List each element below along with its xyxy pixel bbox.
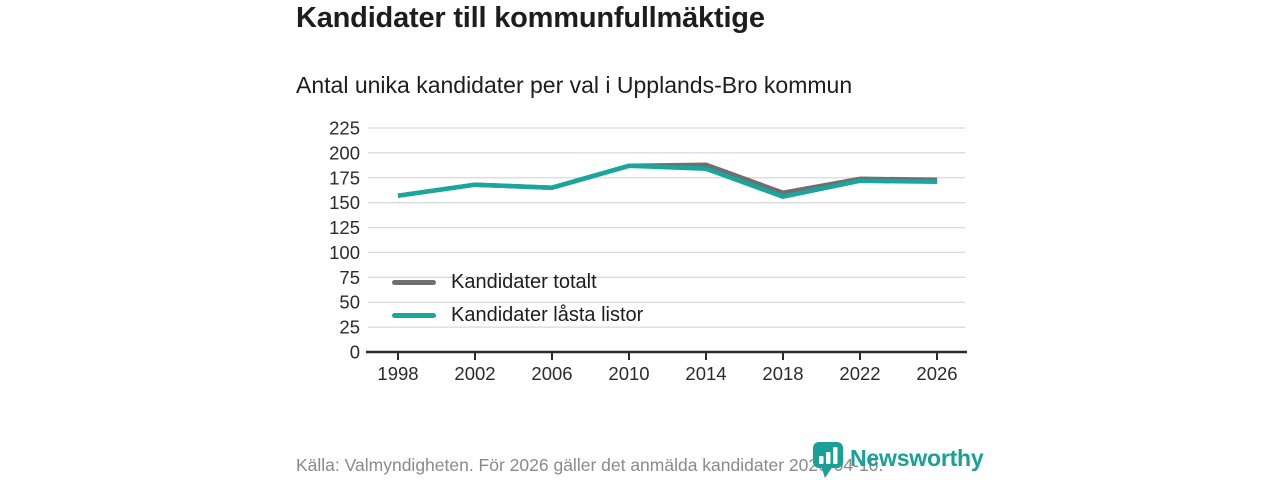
x-axis: [366, 350, 967, 360]
x-tick-label: 2002: [454, 363, 495, 384]
legend-swatch-locked-lists: [392, 312, 436, 318]
x-tick-label: 2006: [531, 363, 572, 384]
y-tick-label: 25: [339, 317, 360, 338]
y-tick-label: 150: [329, 192, 360, 213]
y-axis-tick-labels: 0 25 50 75 100 125 150 175 200 225: [329, 118, 360, 363]
legend-item-locked-lists: Kandidater låsta listor: [392, 303, 643, 327]
chart-gridlines: [368, 127, 965, 328]
legend-label-locked-lists: Kandidater låsta listor: [451, 303, 644, 326]
y-tick-label: 75: [339, 267, 360, 288]
chart-title: Kandidater till kommunfullmäktige: [296, 2, 765, 34]
newsworthy-logo-icon: [813, 442, 843, 478]
chart-canvas: 0 25 50 75 100 125 150 175 200 225 1998 2002 2006 20…: [329, 118, 967, 384]
y-tick-label: 0: [350, 342, 360, 363]
source-note: Källa: Valmyndigheten. För 2026 gäller d…: [296, 455, 884, 475]
x-tick-label: 2010: [608, 363, 649, 384]
brand-name: Newsworthy: [850, 445, 984, 471]
x-axis-tick-labels: 1998 2002 2006 2010 2014 2018 2022 2026: [377, 363, 957, 384]
chart-subtitle: Antal unika kandidater per val i Uppland…: [296, 72, 853, 98]
chart-legend: Kandidater totalt Kandidater låsta listo…: [392, 270, 643, 327]
newsworthy-brand: Newsworthy: [812, 441, 984, 479]
y-tick-label: 200: [329, 142, 360, 163]
legend-label-total: Kandidater totalt: [451, 270, 597, 293]
x-tick-label: 2022: [839, 363, 880, 384]
x-tick-label: 2026: [916, 363, 957, 384]
chart-series-lines: [397, 162, 938, 199]
series-line-kandidater-l-sta-listor: [397, 163, 938, 199]
y-tick-label: 50: [339, 292, 360, 313]
y-tick-label: 225: [329, 118, 360, 139]
x-tick-label: 2018: [762, 363, 803, 384]
legend-swatch-total: [392, 279, 436, 285]
legend-item-total: Kandidater totalt: [392, 270, 643, 294]
y-tick-label: 125: [329, 217, 360, 238]
y-tick-label: 100: [329, 242, 360, 263]
x-tick-label: 1998: [377, 363, 418, 384]
line-chart: 0 25 50 75 100 125 150 175 200 225 1998 2002 2006 20…: [296, 118, 986, 408]
y-tick-label: 175: [329, 167, 360, 188]
x-tick-label: 2014: [685, 363, 726, 384]
